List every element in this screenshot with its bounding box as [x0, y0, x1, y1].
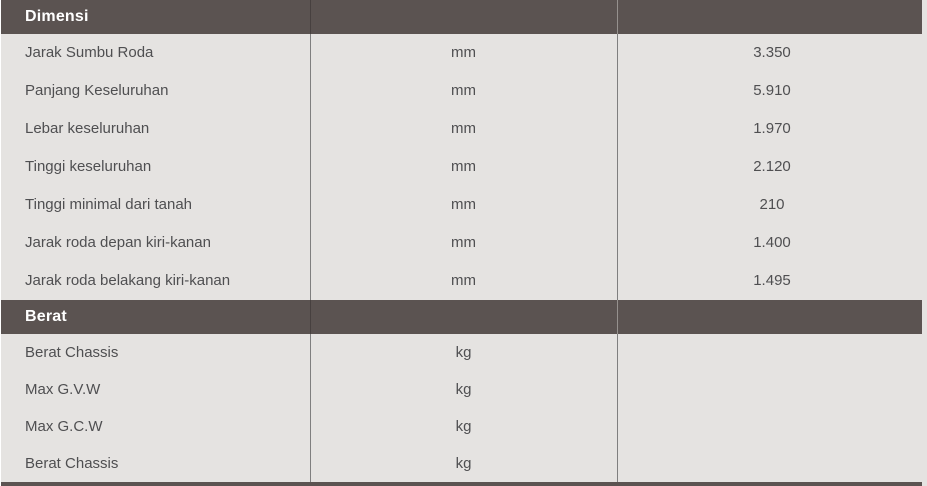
spec-label: Max G.V.W: [25, 381, 101, 398]
spec-unit: mm: [451, 158, 476, 175]
spec-value: 3.350: [753, 44, 791, 61]
column-divider: [310, 0, 311, 486]
section-dimensi: Dimensi Jarak Sumbu Roda mm 3.350 Panjang Ke…: [1, 0, 927, 300]
spec-label: Jarak roda belakang kiri-kanan: [25, 272, 231, 289]
spec-unit: mm: [451, 120, 476, 137]
spec-unit: mm: [451, 44, 476, 61]
spec-unit: mm: [451, 234, 476, 251]
spec-row-max-g-c-w: Max G.C.W kg: [1, 408, 927, 445]
spec-label: Jarak roda depan kiri-kanan: [25, 234, 211, 251]
spec-value: 2.120: [753, 158, 791, 175]
spec-row-tinggi-minimal-dari-tanah: Tinggi minimal dari tanah mm 210: [1, 186, 927, 224]
spec-value: 5.910: [753, 82, 791, 99]
spec-row-jarak-roda-depan-kiri-kanan: Jarak roda depan kiri-kanan mm 1.400: [1, 224, 927, 262]
spec-value: 210: [759, 196, 785, 213]
spec-row-jarak-sumbu-roda: Jarak Sumbu Roda mm 3.350: [1, 34, 927, 72]
spec-unit: mm: [451, 196, 476, 213]
header-column-separator: [310, 300, 311, 334]
spec-unit: kg: [455, 344, 472, 361]
spec-label: Berat Chassis: [25, 344, 119, 361]
section-title: Berat: [25, 308, 67, 325]
spec-label: Jarak Sumbu Roda: [25, 44, 154, 61]
header-column-separator: [617, 0, 618, 34]
spec-label: Tinggi minimal dari tanah: [25, 196, 193, 213]
spec-row-max-g-v-w: Max G.V.W kg: [1, 371, 927, 408]
spec-value: [617, 408, 927, 445]
spec-label: Panjang Keseluruhan: [25, 82, 169, 99]
spec-value: [617, 445, 927, 482]
spec-row-berat-chassis: Berat Chassis kg: [1, 334, 927, 371]
section-header-berat: Berat: [1, 300, 922, 334]
spec-row-jarak-roda-belakang-kiri-kanan: Jarak roda belakang kiri-kanan mm 1.495: [1, 262, 927, 300]
next-section-header-cutoff: [1, 482, 922, 486]
section-berat: Berat Berat Chassis kg Max G.V.W kg Max G.C.W…: [1, 300, 927, 482]
spec-row-tinggi-keseluruhan: Tinggi keseluruhan mm 2.120: [1, 148, 927, 186]
spec-unit: kg: [455, 455, 472, 472]
spec-unit: mm: [451, 272, 476, 289]
column-divider: [617, 0, 618, 486]
spec-row-lebar-keseluruhan: Lebar keseluruhan mm 1.970: [1, 110, 927, 148]
spec-value: [617, 371, 927, 408]
spec-label: Berat Chassis: [25, 455, 119, 472]
spec-row-panjang-keseluruhan: Panjang Keseluruhan mm 5.910: [1, 72, 927, 110]
spec-label: Max G.C.W: [25, 418, 103, 435]
spec-value: 1.400: [753, 234, 791, 251]
header-column-separator: [310, 0, 311, 34]
spec-label: Tinggi keseluruhan: [25, 158, 152, 175]
header-column-separator: [617, 300, 618, 334]
spec-unit: kg: [455, 381, 472, 398]
spec-value: 1.495: [753, 272, 791, 289]
section-header-dimensi: Dimensi: [1, 0, 922, 34]
spec-value: [617, 334, 927, 371]
spec-value: 1.970: [753, 120, 791, 137]
spec-row-berat-chassis: Berat Chassis kg: [1, 445, 927, 482]
spec-label: Lebar keseluruhan: [25, 120, 150, 137]
spec-unit: kg: [455, 418, 472, 435]
section-title: Dimensi: [25, 8, 89, 25]
spec-unit: mm: [451, 82, 476, 99]
